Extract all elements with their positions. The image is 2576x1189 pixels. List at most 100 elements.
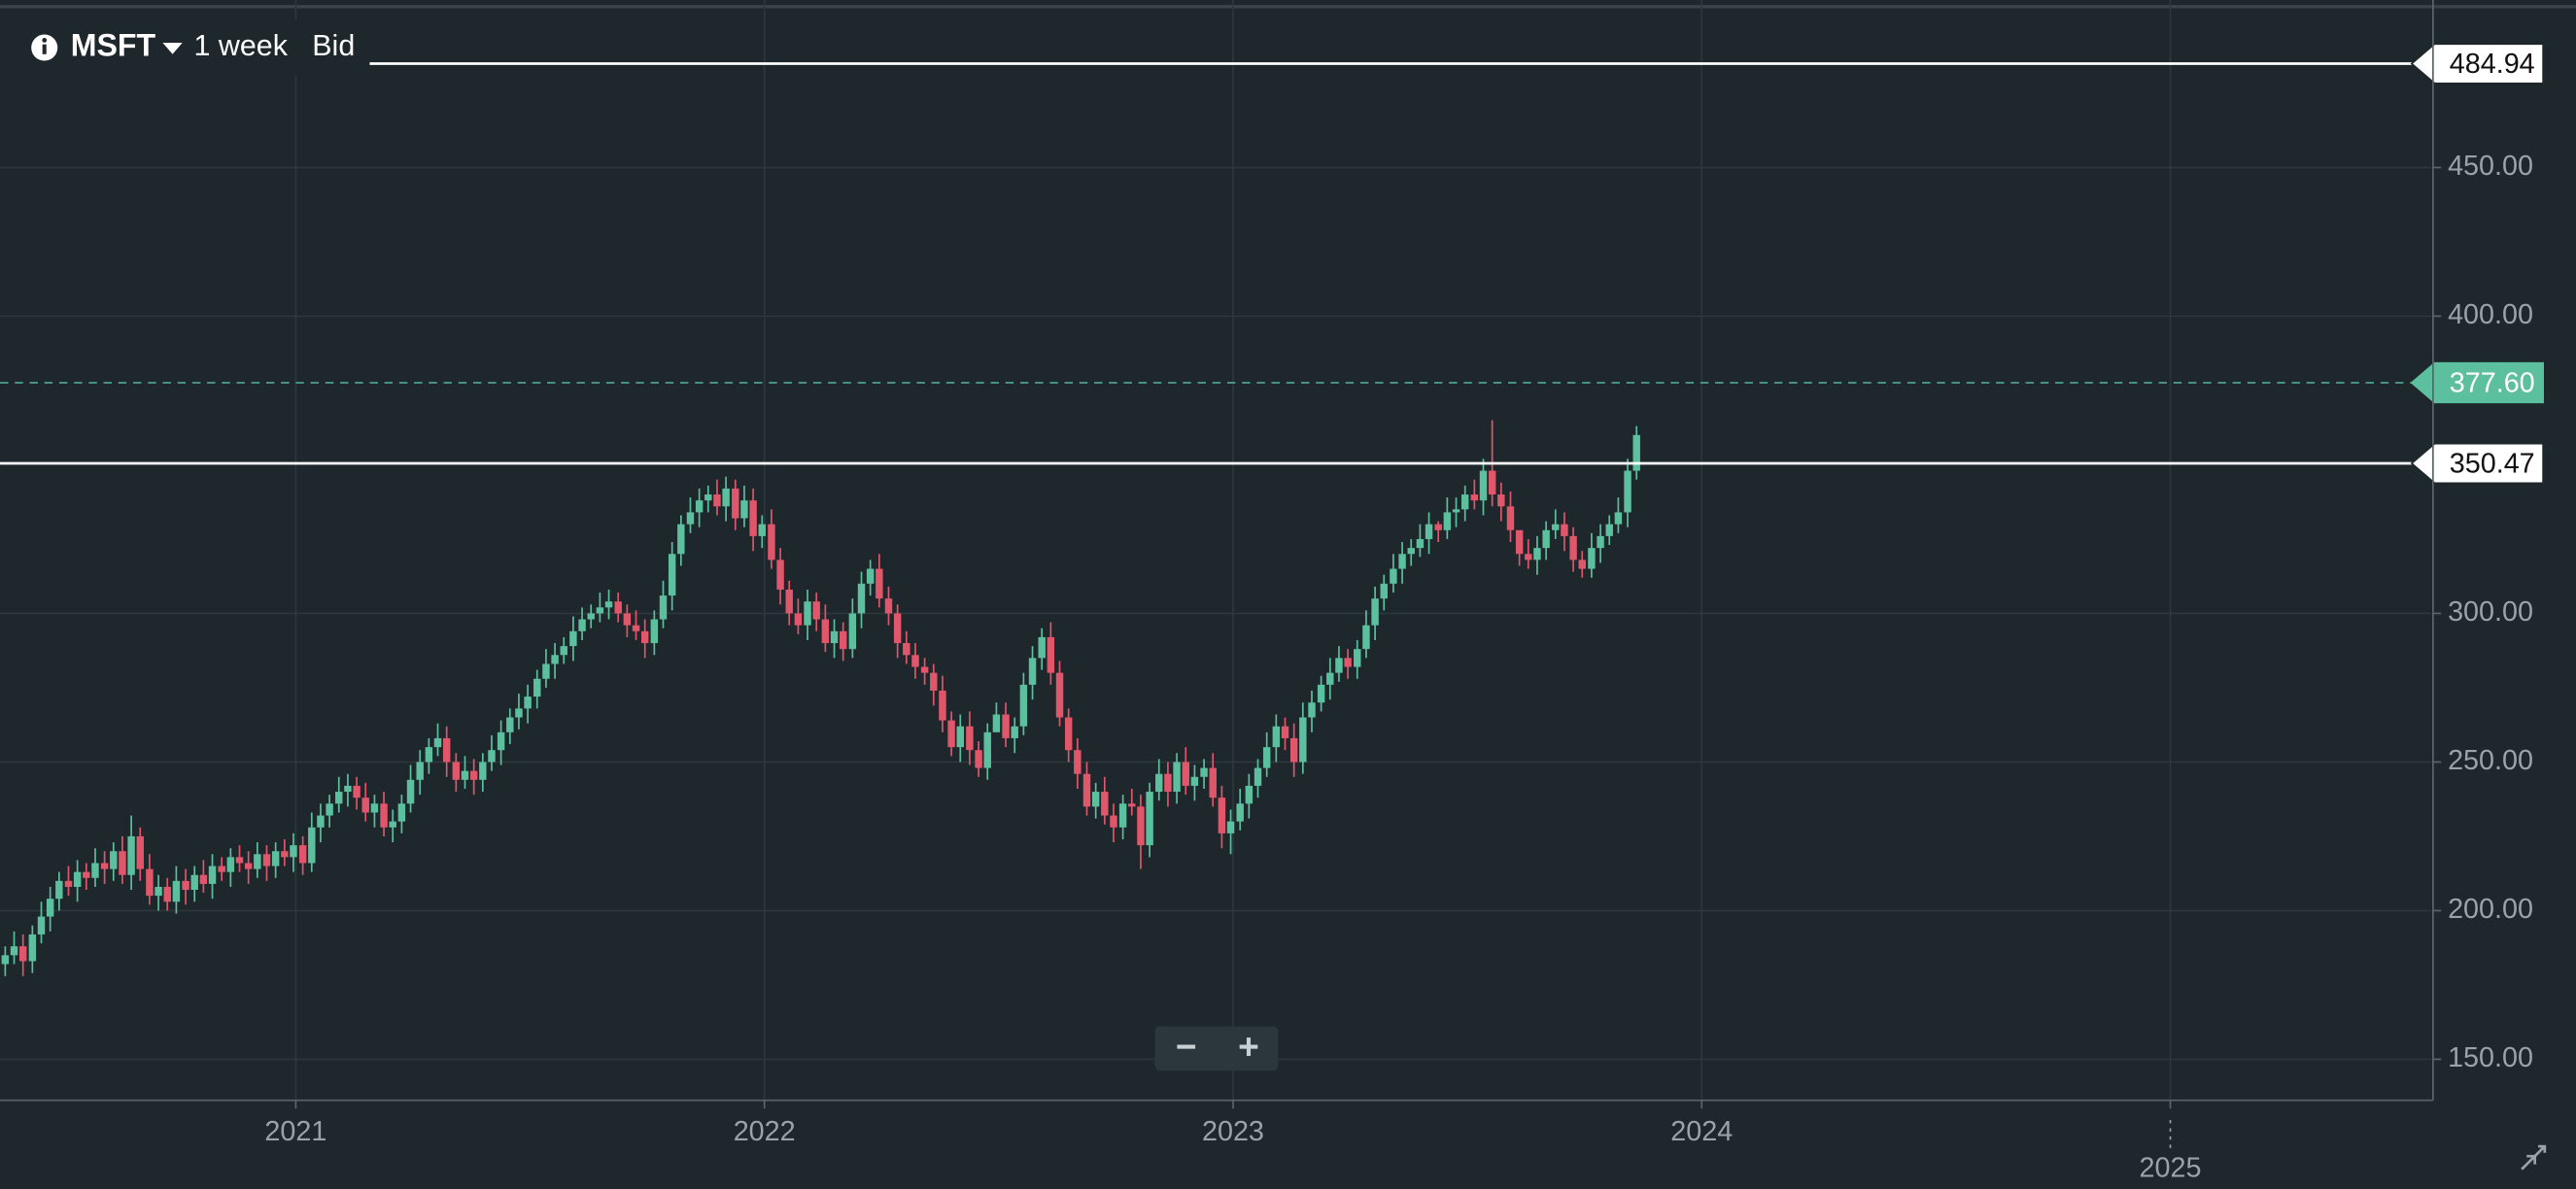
candle-body — [506, 717, 514, 732]
symbol-dropdown[interactable] — [162, 42, 183, 54]
candle-body — [83, 871, 90, 878]
candle-body — [1390, 568, 1397, 584]
candle-body — [1552, 524, 1560, 530]
candle-body — [920, 666, 929, 673]
x-tick-label: 2022 — [734, 1116, 796, 1147]
candle-body — [1209, 767, 1217, 798]
candle-body — [326, 803, 333, 816]
candle-body — [1308, 702, 1316, 718]
candle-body — [1164, 773, 1172, 793]
candle-body — [830, 630, 839, 644]
candle-body — [389, 821, 396, 828]
candle-body — [713, 494, 721, 507]
candle-body — [406, 779, 415, 804]
candle-body — [542, 663, 550, 679]
interval[interactable]: 1 week — [194, 29, 289, 62]
candle-body — [578, 619, 586, 631]
candle-body — [785, 589, 793, 614]
y-tick-label: 400.00 — [2448, 299, 2533, 330]
candle-body — [479, 762, 487, 780]
candle-body — [1632, 434, 1640, 471]
candle-body — [497, 731, 505, 751]
zoom-in[interactable]: + — [1238, 1026, 1259, 1067]
candle-body — [1011, 726, 1018, 738]
candle-body — [271, 851, 280, 866]
candle-body — [244, 863, 253, 869]
candle-body — [1354, 649, 1361, 667]
candle-body — [1137, 806, 1145, 846]
candle-body — [91, 863, 99, 878]
candle-body — [768, 524, 775, 561]
candle-body — [353, 785, 361, 798]
candle-body — [587, 613, 595, 620]
candle-body — [1262, 747, 1271, 768]
candle-body — [1443, 512, 1452, 530]
candle-body — [857, 583, 866, 614]
candle-body — [1245, 785, 1254, 804]
candle-body — [1488, 470, 1496, 495]
candle-body — [1272, 726, 1281, 748]
candle-body — [983, 731, 991, 768]
candle-body — [1326, 672, 1334, 685]
candle-body — [1110, 815, 1117, 828]
candle-body — [1236, 803, 1244, 822]
candle-body — [1407, 548, 1415, 555]
candle-body — [722, 488, 730, 507]
candle-body — [37, 916, 46, 934]
candle-body — [136, 835, 144, 869]
x-tick-label: 2025 — [2140, 1152, 2202, 1183]
candle-body — [911, 655, 919, 667]
candle-body — [939, 691, 946, 721]
candle-body — [218, 866, 225, 872]
candle-body — [1082, 773, 1091, 807]
candle-body — [551, 655, 559, 664]
zoom-controls: − + — [1154, 1026, 1279, 1071]
candle-body — [344, 785, 352, 793]
x-tick-label: 2023 — [1202, 1116, 1264, 1147]
candle-body — [686, 512, 695, 525]
candle-body — [1038, 636, 1046, 659]
candle-body — [866, 568, 875, 584]
price-label: 484.94 — [2450, 49, 2535, 80]
candle-body — [199, 874, 208, 884]
candle-body — [604, 601, 613, 608]
price-label: 377.60 — [2450, 367, 2535, 398]
candle-body — [1190, 776, 1199, 786]
candle-body — [1091, 792, 1100, 807]
candle-body — [1362, 625, 1370, 650]
candle-body — [1028, 658, 1037, 685]
candle-body — [1452, 509, 1460, 513]
header: MSFT 1 week Bid — [13, 19, 368, 76]
y-tick-label: 450.00 — [2448, 151, 2533, 182]
candle-body — [1317, 684, 1325, 703]
candle-body — [794, 613, 803, 626]
collapse-icon[interactable] — [2521, 1144, 2547, 1171]
candle-body — [821, 619, 830, 644]
candle-body — [740, 500, 748, 519]
quote-type[interactable]: Bid — [312, 29, 355, 62]
info-icon-dot — [42, 38, 48, 43]
candle-body — [290, 845, 297, 858]
price-label-box — [2410, 361, 2544, 404]
candle-body — [640, 630, 649, 644]
candle-body — [884, 598, 893, 614]
candle-body — [254, 854, 261, 869]
grid — [0, 0, 2432, 1101]
zoom-out[interactable]: − — [1176, 1026, 1197, 1067]
candle-body — [1497, 494, 1505, 507]
price-lines: 484.94 377.60 350.47 — [0, 43, 2544, 485]
candle-body — [677, 524, 685, 555]
candle-body — [1434, 524, 1442, 530]
candle-body — [668, 554, 676, 596]
candle-body — [127, 835, 135, 875]
candle-body — [804, 601, 811, 626]
x-tick-label: 2024 — [1670, 1116, 1733, 1147]
candle-body — [1597, 535, 1604, 549]
candle-body — [848, 613, 857, 650]
candle-body — [1, 955, 10, 965]
candle-body — [632, 625, 640, 631]
symbol[interactable]: MSFT — [71, 28, 156, 63]
candle-body — [18, 946, 27, 962]
price-label: 350.47 — [2450, 448, 2535, 479]
